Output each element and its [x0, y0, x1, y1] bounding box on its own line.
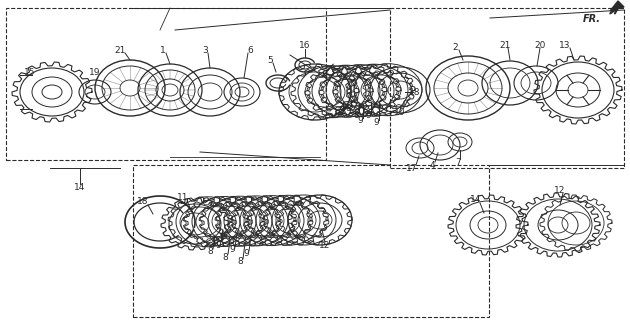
Text: 16: 16 — [299, 41, 311, 50]
Text: 7: 7 — [455, 157, 461, 166]
Text: 8: 8 — [222, 252, 228, 261]
Text: 14: 14 — [471, 196, 482, 204]
Text: 21: 21 — [114, 45, 126, 54]
Text: 13: 13 — [559, 41, 571, 50]
Text: 4: 4 — [429, 161, 435, 170]
Text: 10: 10 — [394, 108, 406, 116]
Text: 12: 12 — [554, 186, 566, 195]
Text: 18: 18 — [410, 87, 421, 97]
Text: 19: 19 — [89, 68, 101, 76]
Text: 14: 14 — [74, 182, 86, 191]
Text: 9: 9 — [365, 110, 371, 119]
Text: 15: 15 — [24, 68, 36, 76]
Bar — [133, 165, 489, 317]
Text: 18: 18 — [137, 197, 149, 206]
Text: 3: 3 — [202, 45, 208, 54]
Text: 1: 1 — [160, 45, 166, 54]
Text: 8: 8 — [237, 258, 243, 267]
Text: 17: 17 — [406, 164, 418, 172]
Text: 9: 9 — [215, 241, 221, 250]
Text: 11: 11 — [177, 194, 189, 203]
Text: 9: 9 — [373, 117, 379, 126]
Text: 21: 21 — [500, 41, 511, 50]
Polygon shape — [610, 1, 624, 11]
Text: 5: 5 — [267, 55, 273, 65]
Text: 9: 9 — [357, 116, 363, 124]
Text: FR.: FR. — [583, 14, 601, 24]
Text: 12: 12 — [319, 241, 331, 250]
Text: 6: 6 — [247, 45, 253, 54]
Text: 2: 2 — [452, 43, 458, 52]
Text: 9: 9 — [243, 250, 249, 259]
Bar — [6, 8, 326, 160]
Text: 9: 9 — [229, 245, 235, 254]
Bar — [390, 8, 624, 168]
Text: 8: 8 — [353, 110, 359, 119]
Text: 8: 8 — [345, 103, 351, 113]
Text: 8: 8 — [337, 108, 343, 117]
Text: 20: 20 — [534, 41, 546, 50]
Text: 8: 8 — [207, 247, 213, 257]
